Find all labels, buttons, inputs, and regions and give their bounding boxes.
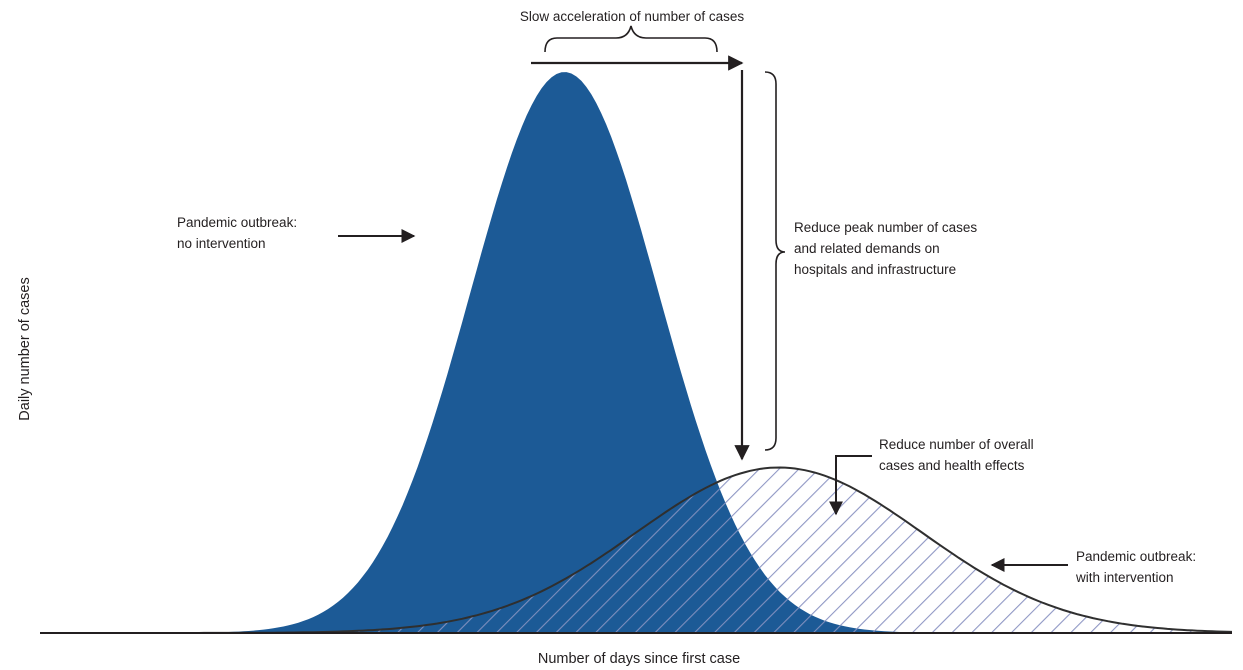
reduce-peak-label: Reduce peak number of cases and related … (794, 220, 981, 277)
reduce-peak-label-line: Reduce peak number of cases (794, 220, 977, 235)
x-axis-label: Number of days since first case (538, 651, 740, 667)
reduce-overall-pointer (829, 455, 872, 516)
reduce-peak-label-line: and related demands on (794, 241, 940, 256)
reduce-peak-label-line: hospitals and infrastructure (794, 262, 956, 277)
no-intervention-label: Pandemic outbreak: no intervention (177, 215, 301, 251)
with-intervention-label-line: with intervention (1075, 570, 1174, 585)
no-intervention-label-line: Pandemic outbreak: (177, 215, 297, 230)
reduce-overall-label-line: Reduce number of overall (879, 437, 1034, 452)
reduce-overall-label-line: cases and health effects (879, 458, 1025, 473)
slow-acceleration-label: Slow acceleration of number of cases (520, 9, 745, 24)
reduce-overall-label: Reduce number of overall cases and healt… (879, 437, 1037, 473)
reduce-peak-brace (764, 71, 786, 451)
no-intervention-curve (40, 72, 1232, 634)
slow-acceleration-brace (544, 25, 718, 53)
with-intervention-label-line: Pandemic outbreak: (1076, 549, 1196, 564)
y-axis-label: Daily number of cases (17, 277, 33, 420)
with-intervention-label: Pandemic outbreak: with intervention (1075, 549, 1200, 585)
no-intervention-label-line: no intervention (177, 236, 266, 251)
